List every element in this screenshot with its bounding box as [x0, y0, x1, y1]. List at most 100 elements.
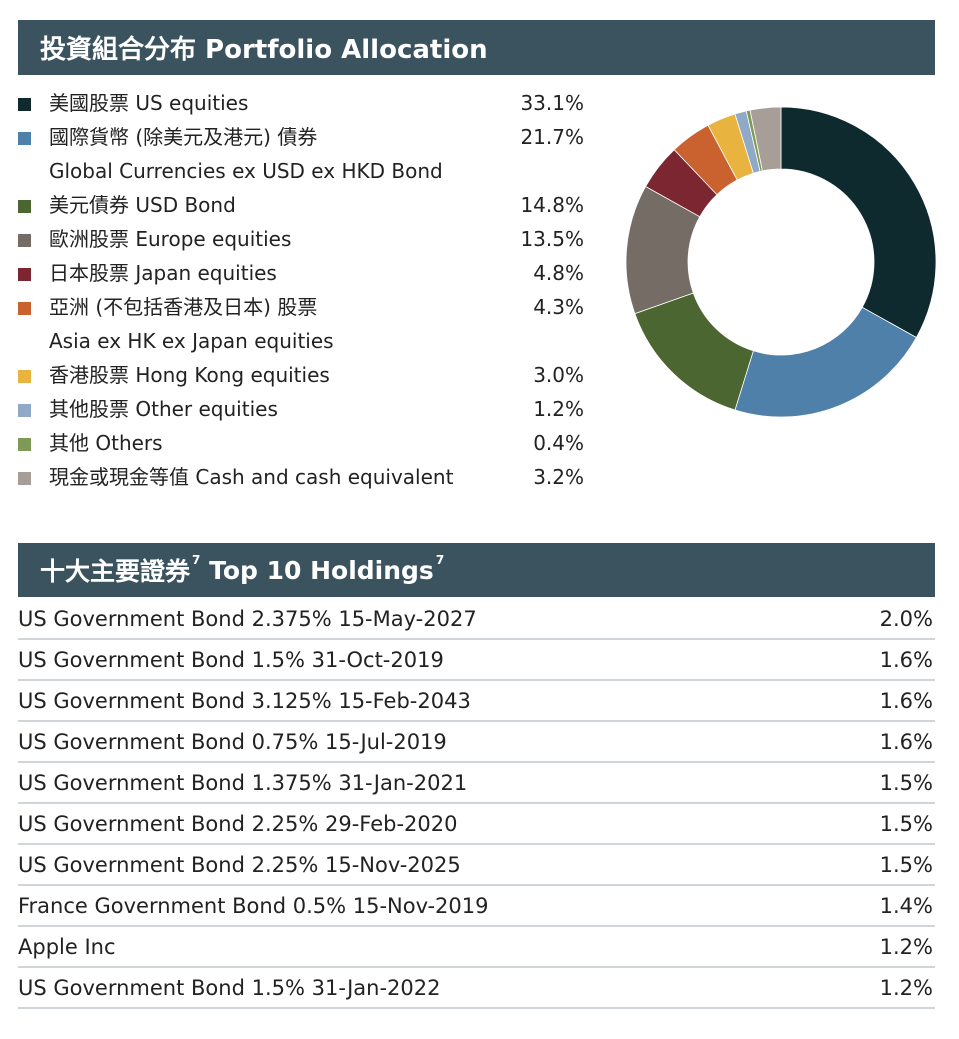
holding-percent: 1.6% — [879, 729, 933, 754]
legend-item: 歐洲股票 Europe equities 13.5% — [18, 222, 588, 256]
holding-row: US Government Bond 1.5% 31-Jan-2022 1.2% — [18, 968, 935, 1009]
legend-label-zh: 歐洲股票 — [49, 227, 129, 251]
legend-label-zh: 現金或現金等值 — [49, 465, 189, 489]
legend-item: 國際貨幣 (除美元及港元) 債券 Global Currencies ex USD… — [18, 120, 588, 188]
top-holdings-title-en: Top 10 Holdings — [209, 555, 434, 585]
holding-name: US Government Bond 1.375% 31-Jan-2021 — [18, 770, 468, 795]
donut-slice — [634, 292, 754, 411]
holding-row: US Government Bond 2.25% 15-Nov-2025 1.5% — [18, 845, 935, 886]
legend-swatch — [18, 234, 31, 247]
top-holdings-title-zh: 十大主要證券 — [40, 557, 191, 586]
allocation-legend: 美國股票 US equities 33.1% 國際貨幣 (除美元及港元) 債券 Glo… — [18, 86, 588, 494]
legend-label: 其他 Others — [49, 426, 588, 460]
holding-row: US Government Bond 2.375% 15-May-2027 2.0… — [18, 599, 935, 640]
legend-item: 其他股票 Other equities 1.2% — [18, 392, 588, 426]
legend-value: 13.5% — [520, 227, 584, 251]
holding-percent: 1.5% — [879, 852, 933, 877]
holding-percent: 2.0% — [879, 606, 933, 631]
holding-row: US Government Bond 0.75% 15-Jul-2019 1.6% — [18, 722, 935, 763]
legend-swatch — [18, 98, 31, 111]
holding-name: US Government Bond 2.25% 15-Nov-2025 — [18, 852, 461, 877]
holding-row: US Government Bond 1.375% 31-Jan-2021 1.5… — [18, 763, 935, 804]
legend-item: 美國股票 US equities 33.1% — [18, 86, 588, 120]
legend-value: 4.3% — [533, 295, 584, 319]
legend-label-zh: 美元債券 — [49, 193, 129, 217]
legend-value: 1.2% — [533, 397, 584, 421]
legend-item: 現金或現金等值 Cash and cash equivalent 3.2% — [18, 460, 588, 494]
holding-percent: 1.2% — [879, 975, 933, 1000]
legend-swatch — [18, 438, 31, 451]
holding-row: US Government Bond 1.5% 31-Oct-2019 1.6% — [18, 640, 935, 681]
top-holdings-footnote-en: 7 — [435, 553, 445, 567]
top-holdings-footnote-zh: 7 — [192, 553, 201, 567]
holding-name: France Government Bond 0.5% 15-Nov-2019 — [18, 893, 489, 918]
legend-swatch — [18, 302, 31, 315]
legend-value: 21.7% — [520, 125, 584, 149]
legend-label-en: Other equities — [135, 397, 278, 421]
legend-value: 0.4% — [533, 431, 584, 455]
holding-percent: 1.4% — [879, 893, 933, 918]
legend-label: 亞洲 (不包括香港及日本) 股票 Asia ex HK ex Japan equi… — [49, 290, 588, 358]
legend-label-en: Others — [95, 431, 163, 455]
holding-name: US Government Bond 0.75% 15-Jul-2019 — [18, 729, 447, 754]
holding-row: US Government Bond 3.125% 15-Feb-2043 1.6… — [18, 681, 935, 722]
portfolio-allocation-header: 投資組合分布 Portfolio Allocation — [18, 20, 935, 75]
legend-label-zh: 國際貨幣 (除美元及港元) 債券 — [49, 125, 318, 149]
legend-label-en: Cash and cash equivalent — [195, 465, 454, 489]
legend-item: 其他 Others 0.4% — [18, 426, 588, 460]
legend-label: 歐洲股票 Europe equities — [49, 222, 588, 256]
legend-item: 美元債券 USD Bond 14.8% — [18, 188, 588, 222]
legend-label-en: US equities — [135, 91, 249, 115]
legend-label: 美國股票 US equities — [49, 86, 588, 120]
legend-label: 其他股票 Other equities — [49, 392, 588, 426]
legend-label-en-line2: Global Currencies ex USD ex HKD Bond — [49, 159, 443, 183]
legend-item: 香港股票 Hong Kong equities 3.0% — [18, 358, 588, 392]
top-holdings-header: 十大主要證券 7 Top 10 Holdings 7 — [18, 543, 935, 597]
legend-label: 香港股票 Hong Kong equities — [49, 358, 588, 392]
legend-swatch — [18, 404, 31, 417]
legend-swatch — [18, 370, 31, 383]
legend-swatch — [18, 132, 31, 145]
legend-label-zh: 美國股票 — [49, 91, 129, 115]
legend-label-zh: 香港股票 — [49, 363, 129, 387]
legend-swatch — [18, 472, 31, 485]
legend-value: 33.1% — [520, 91, 584, 115]
legend-label-zh: 日本股票 — [49, 261, 129, 285]
legend-label-en: Hong Kong equities — [135, 363, 330, 387]
legend-label-en: Europe equities — [135, 227, 292, 251]
legend-value: 14.8% — [520, 193, 584, 217]
legend-label: 國際貨幣 (除美元及港元) 債券 Global Currencies ex USD… — [49, 120, 588, 188]
holding-percent: 1.2% — [879, 934, 933, 959]
holding-row: US Government Bond 2.25% 29-Feb-2020 1.5% — [18, 804, 935, 845]
holding-name: US Government Bond 3.125% 15-Feb-2043 — [18, 688, 471, 713]
legend-label-en: USD Bond — [135, 193, 236, 217]
legend-value: 3.2% — [533, 465, 584, 489]
holding-name: US Government Bond 2.25% 29-Feb-2020 — [18, 811, 458, 836]
donut-slice — [749, 106, 782, 172]
legend-value: 4.8% — [533, 261, 584, 285]
holding-percent: 1.5% — [879, 811, 933, 836]
portfolio-allocation-title: 投資組合分布 Portfolio Allocation — [40, 35, 488, 65]
legend-item: 日本股票 Japan equities 4.8% — [18, 256, 588, 290]
holding-percent: 1.6% — [879, 688, 933, 713]
legend-label-zh: 其他 — [49, 431, 89, 455]
legend-swatch — [18, 268, 31, 281]
holding-row: France Government Bond 0.5% 15-Nov-2019 1… — [18, 886, 935, 927]
donut-slice — [734, 306, 917, 418]
legend-swatch — [18, 200, 31, 213]
holding-name: Apple Inc — [18, 934, 116, 959]
holding-name: US Government Bond 2.375% 15-May-2027 — [18, 606, 477, 631]
holding-name: US Government Bond 1.5% 31-Oct-2019 — [18, 647, 444, 672]
legend-label-zh: 亞洲 (不包括香港及日本) 股票 — [49, 295, 318, 319]
holding-percent: 1.5% — [879, 770, 933, 795]
legend-item: 亞洲 (不包括香港及日本) 股票 Asia ex HK ex Japan equi… — [18, 290, 588, 358]
legend-label: 美元債券 USD Bond — [49, 188, 588, 222]
legend-label: 現金或現金等值 Cash and cash equivalent — [49, 460, 588, 494]
holding-row: Apple Inc 1.2% — [18, 927, 935, 968]
top-holdings-table: US Government Bond 2.375% 15-May-2027 2.0… — [18, 599, 935, 1009]
legend-label-en: Japan equities — [135, 261, 277, 285]
legend-label: 日本股票 Japan equities — [49, 256, 588, 290]
legend-label-zh: 其他股票 — [49, 397, 129, 421]
donut-slice — [780, 106, 937, 339]
legend-label-en-line2: Asia ex HK ex Japan equities — [49, 329, 334, 353]
